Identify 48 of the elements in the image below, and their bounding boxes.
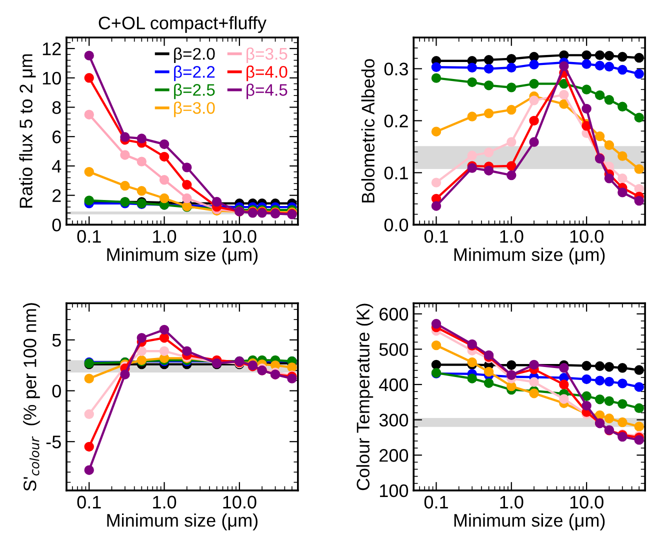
x-tick-label: 10.0 (570, 230, 604, 243)
y-tick-label: 8 (52, 101, 61, 114)
chart-title: C+OL compact+fluffy (98, 16, 266, 33)
x-tick-label: 10.0 (570, 496, 604, 509)
x-tick-label: 1.0 (500, 496, 524, 509)
y-tick-label: 0 (52, 218, 61, 232)
x-axis-title: Minimum size (μm) (107, 248, 258, 265)
x-tick-label: 0.1 (77, 496, 101, 509)
y-tick-label: 100 (380, 484, 408, 498)
y-tick-label: 0.2 (384, 114, 408, 128)
y-tick-label: 500 (379, 343, 408, 356)
y-tick-label: 0.0 (384, 218, 408, 232)
x-tick-label: 1.0 (500, 230, 524, 243)
x-tick-label: 10.0 (223, 496, 256, 509)
y-tick-label: 0.1 (384, 166, 408, 180)
y-tick-label: 6 (52, 130, 61, 144)
y-tick-label: 0.3 (384, 62, 408, 76)
y-axis-title: Ratio flux 5 to 2 μm (19, 54, 36, 208)
y-axis-title: Colour Temperature (K) (356, 304, 374, 490)
legend-label: β=2.5 (174, 84, 215, 100)
legend-label: β=2.0 (174, 48, 215, 64)
legend-label: β=3.0 (174, 102, 215, 118)
x-axis-title: Minimum size (μm) (454, 248, 605, 265)
y-tick-label: 2 (52, 189, 61, 202)
x-tick-label: 1.0 (153, 230, 176, 243)
x-tick-label: 10.0 (223, 230, 256, 243)
y-axis-title: S'$_{colour}$ (% per 100 nm) (23, 303, 40, 491)
y-tick-label: 12 (42, 42, 61, 56)
y-tick-label: -5 (46, 436, 61, 448)
x-tick-label: 0.1 (77, 230, 101, 243)
y-tick-label: 4 (52, 160, 62, 173)
y-tick-label: 200 (380, 449, 408, 462)
x-tick-label: 0.1 (424, 230, 448, 243)
legend-label: β=2.2 (174, 66, 215, 82)
y-tick-label: 5 (52, 334, 61, 347)
x-tick-label: 1.0 (153, 496, 176, 509)
x-axis-title: Minimum size (μm) (107, 514, 258, 530)
legend-label: β=4.0 (246, 66, 288, 82)
y-tick-label: 300 (379, 414, 408, 427)
y-axis-title: Bolometric Albedo (361, 59, 375, 202)
y-tick-label: 10 (42, 72, 61, 85)
x-tick-label: 0.1 (424, 496, 448, 509)
y-tick-label: 400 (379, 378, 408, 392)
x-axis-title: Minimum size (μm) (454, 514, 605, 530)
legend-label: β=4.5 (246, 84, 288, 100)
legend-label: β=3.5 (246, 48, 288, 64)
y-tick-label: 0 (52, 384, 61, 398)
y-tick-label: 600 (380, 308, 408, 321)
